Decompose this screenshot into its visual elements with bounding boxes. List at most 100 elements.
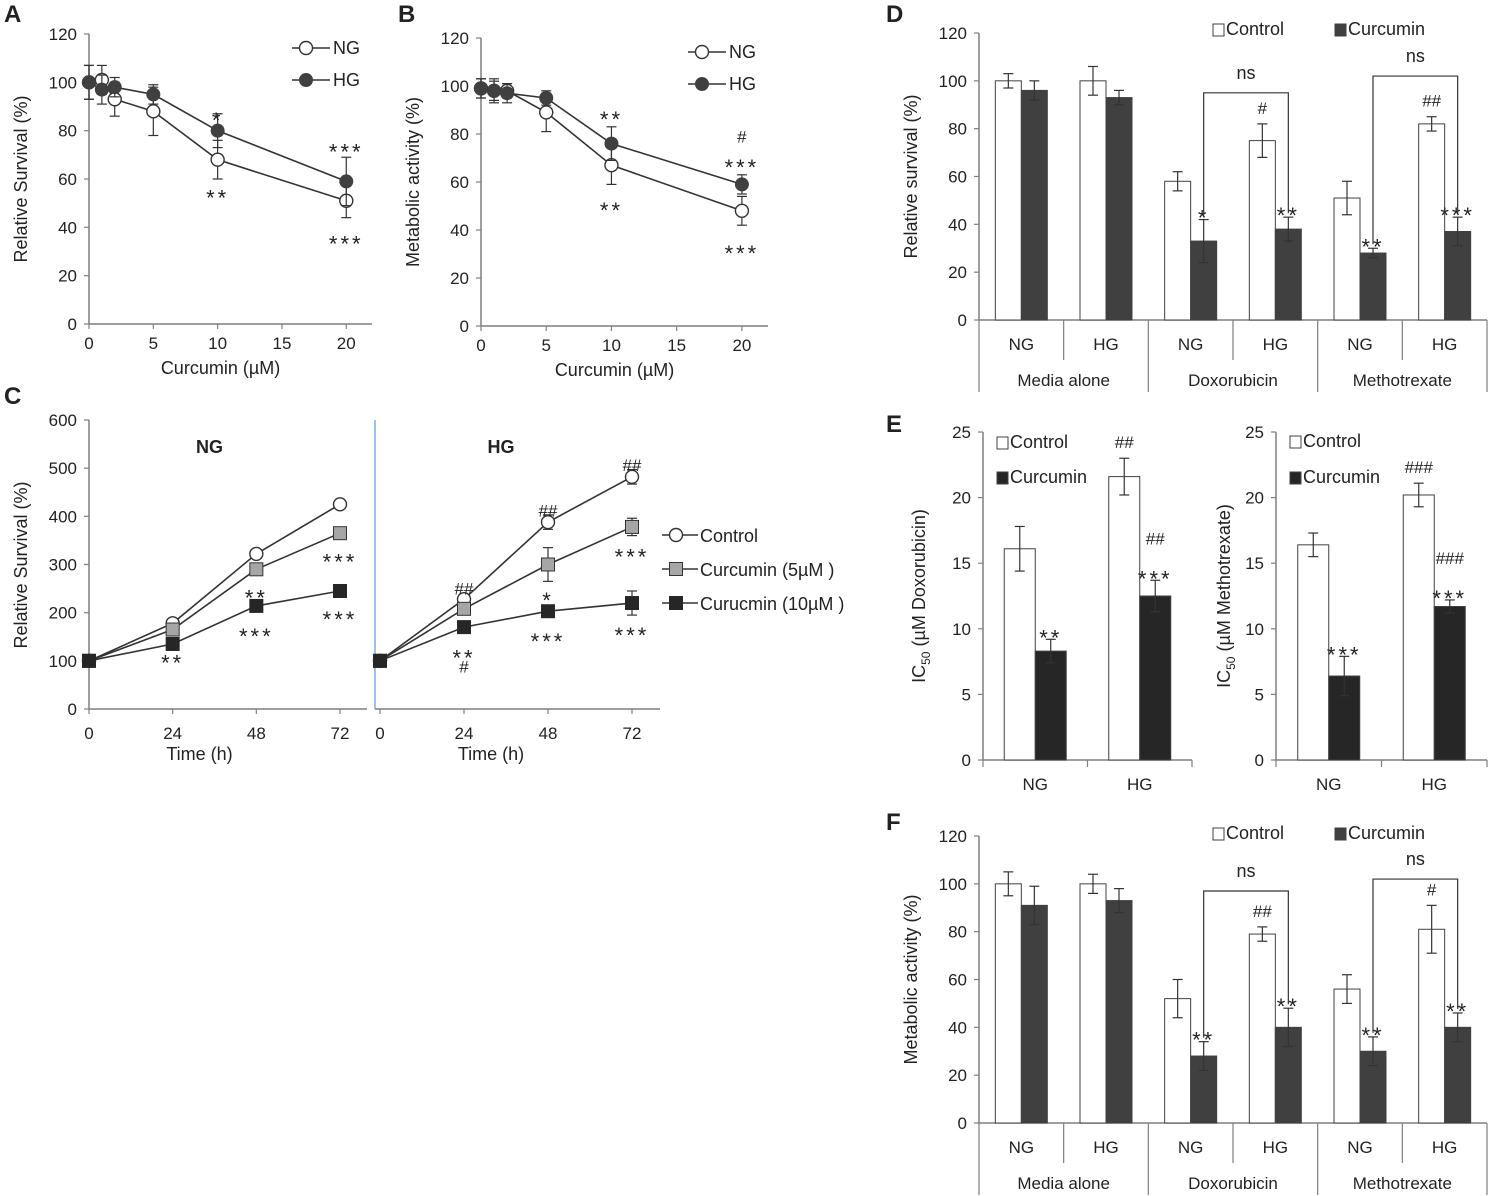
c-hg-series-line xyxy=(379,526,633,662)
e2-y-tick-label: 0 xyxy=(1255,751,1264,770)
d-bar-control xyxy=(994,80,1022,321)
a-x-tick-label: 20 xyxy=(337,334,356,353)
a-y-tick-label: 20 xyxy=(58,267,77,286)
c-hg-significance-label: # xyxy=(459,658,469,677)
e2-bar-control xyxy=(1402,494,1435,761)
a-hg-point xyxy=(210,123,225,138)
d-group-label: Media alone xyxy=(1017,371,1110,390)
c-hg-series-line xyxy=(379,476,633,662)
e1-legend-label: Curcumin xyxy=(1010,467,1087,487)
f-significance-label: # xyxy=(1427,880,1437,899)
c-y-tick-label: 500 xyxy=(49,459,77,478)
c-hg-black-square-point xyxy=(373,653,387,668)
f-bar-curcumin xyxy=(1105,900,1133,1124)
panel-letter-b: B xyxy=(398,1,415,28)
e1-y-tick-label: 5 xyxy=(962,685,971,704)
a-legend-point xyxy=(298,40,314,56)
d-group-label: Doxorubicin xyxy=(1188,371,1278,390)
c-hg-x-axis-title: Time (h) xyxy=(458,744,524,764)
c-legend-point xyxy=(668,527,684,543)
d-bracket-label: ns xyxy=(1406,46,1425,66)
e1-y-axis-title-main: IC xyxy=(909,665,929,683)
c-hg-grey-square-point xyxy=(457,601,471,616)
a-significance-label: ** xyxy=(206,186,229,211)
c-legend-label: Control xyxy=(700,526,758,546)
f-significance-label: ** xyxy=(1446,999,1469,1024)
f-group-label: Media alone xyxy=(1017,1174,1110,1193)
e2-y-axis-title-sub: 50 xyxy=(1224,656,1238,670)
d-y-tick-label: 120 xyxy=(939,24,967,43)
c-ng-significance-label: *** xyxy=(323,549,358,574)
e2-significance-label: *** xyxy=(1432,586,1467,611)
b-ng-point xyxy=(734,203,750,219)
f-bar-curcumin xyxy=(1020,904,1048,1124)
a-y-tick-label: 80 xyxy=(58,122,77,141)
c-ng-x-tick-label: 0 xyxy=(84,724,93,743)
a-legend-label: NG xyxy=(333,38,360,58)
c-ng-series-line xyxy=(88,590,341,662)
c-hg-open-circle-point xyxy=(624,469,640,485)
d-y-tick-label: 20 xyxy=(948,263,967,282)
b-hg-point xyxy=(474,81,488,96)
f-bracket-label: ns xyxy=(1236,861,1255,881)
b-significance-label: *** xyxy=(725,241,760,266)
f-bar-control xyxy=(1418,928,1446,1124)
d-comparison-bracket xyxy=(1203,92,1289,216)
b-x-tick-label: 5 xyxy=(541,336,550,355)
e2-y-axis-title-main: IC xyxy=(1214,670,1234,688)
f-bar-control xyxy=(1333,988,1361,1124)
e1-bar-control xyxy=(1108,476,1141,761)
e2-legend-swatch xyxy=(1289,471,1302,485)
c-y-axis-title: Relative Survival (%) xyxy=(11,481,31,648)
panel-letter-c: C xyxy=(4,383,21,410)
c-hg-significance-label: ## xyxy=(623,456,642,475)
d-bar-curcumin xyxy=(1105,97,1133,321)
a-hg-point xyxy=(339,174,354,189)
a-hg-point xyxy=(82,75,96,90)
b-ng-point xyxy=(539,105,554,120)
b-significance-label: ** xyxy=(600,107,623,132)
d-category-label: HG xyxy=(1263,335,1289,354)
b-hg-point xyxy=(604,136,619,151)
e2-y-axis-title-rest: (µM Methotrexate) xyxy=(1214,504,1234,656)
e2-y-tick-label: 15 xyxy=(1245,554,1264,573)
c-hg-significance-label: ** xyxy=(452,646,475,671)
a-significance-label: *** xyxy=(329,231,364,256)
c-ng-black-square-point xyxy=(82,653,96,668)
e2-legend-label: Curcumin xyxy=(1303,467,1380,487)
c-hg-subpanel-title: HG xyxy=(488,437,515,457)
f-significance-label: ** xyxy=(1277,994,1300,1019)
f-y-tick-label: 60 xyxy=(948,971,967,990)
b-legend-point xyxy=(694,44,710,60)
d-bar-control xyxy=(1079,80,1107,321)
f-comparison-bracket xyxy=(1203,890,1289,1038)
panel-letter-e: E xyxy=(886,411,902,438)
c-y-tick-label: 0 xyxy=(68,700,77,719)
c-ng-grey-square-point xyxy=(333,526,347,541)
panel-a-line-chart: 0 20 40 60 80 100 120 0 5 10 15 20 Curcumin (µM) Rela… xyxy=(11,25,372,378)
c-ng-open-circle-point xyxy=(249,546,264,562)
c-hg-grey-square-point xyxy=(625,519,639,534)
e1-significance-label: ** xyxy=(1039,625,1062,650)
a-hg-point xyxy=(146,87,161,102)
c-ng-x-tick-label: 24 xyxy=(163,724,182,743)
f-group-label: Doxorubicin xyxy=(1188,1174,1278,1193)
f-comparison-bracket xyxy=(1372,878,1459,1033)
e1-bar-curcumin xyxy=(1139,595,1172,761)
e1-y-tick-label: 20 xyxy=(952,489,971,508)
c-hg-black-square-point xyxy=(541,604,555,619)
d-bracket-label: ns xyxy=(1236,63,1255,83)
d-legend-label: Curcumin xyxy=(1348,19,1425,39)
c-ng-x-tick-label: 72 xyxy=(331,724,350,743)
c-hg-grey-square-point xyxy=(541,557,555,572)
c-hg-significance-label: ## xyxy=(455,580,474,599)
e1-y-tick-label: 10 xyxy=(952,620,971,639)
b-y-tick-label: 40 xyxy=(450,221,469,240)
e2-category-label: NG xyxy=(1316,775,1342,794)
e2-y-tick-label: 10 xyxy=(1245,620,1264,639)
f-y-axis-title: Metabolic activity (%) xyxy=(901,894,921,1064)
c-ng-grey-square-point xyxy=(165,622,180,637)
e2-legend-label: Control xyxy=(1303,431,1361,451)
b-y-axis-title: Metabolic activity (%) xyxy=(403,97,423,267)
c-ng-series-line xyxy=(88,532,341,662)
